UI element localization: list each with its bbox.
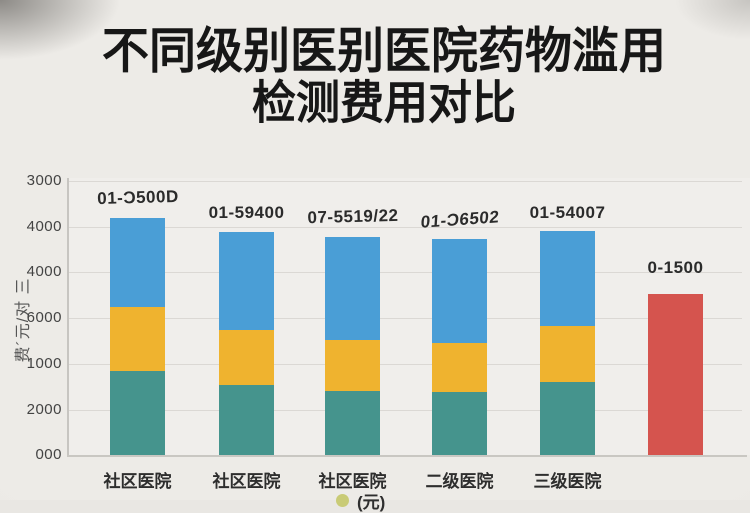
bar-value-label: 0-1500 xyxy=(647,258,704,277)
legend-marker-icon xyxy=(336,494,349,507)
gridline xyxy=(68,410,742,411)
x-tick-label: 三级医院 xyxy=(533,472,602,491)
x-tick-label: 二级医院 xyxy=(425,472,494,491)
gridline xyxy=(68,364,742,365)
bar-segment-blue xyxy=(325,237,380,340)
legend-label: (元) xyxy=(357,493,386,512)
y-tick-label: 1000 xyxy=(26,355,62,372)
bar-segment-yellow xyxy=(540,325,595,382)
x-axis-line xyxy=(67,455,747,457)
bar-segment-blue xyxy=(219,231,274,331)
bar-segment-blue xyxy=(432,238,487,344)
x-tick-label: 社区医院 xyxy=(212,472,281,491)
bar-value-label: 07-5519/22 xyxy=(306,205,399,228)
bar-segment-yellow xyxy=(110,307,165,371)
bar-segment-teal xyxy=(325,391,380,455)
chart-title-line1: 不同级别医别医院药物滥用 xyxy=(102,22,666,79)
bar-segment-yellow xyxy=(219,330,274,386)
bar-segment-teal xyxy=(110,370,165,455)
y-tick-label: 4000 xyxy=(26,263,62,280)
bar-segment-yellow xyxy=(325,339,380,392)
bar-segment-teal xyxy=(219,385,274,455)
bar-value-label: 01-54007 xyxy=(529,203,606,222)
bar-value-label: 01-Ɔ500D xyxy=(96,186,179,209)
y-tick-label: 6000 xyxy=(26,309,62,326)
y-tick-label: 4000 xyxy=(26,218,62,235)
bar-value-label: 01-59400 xyxy=(208,203,285,222)
legend: (元) xyxy=(336,488,385,513)
bar-segment-blue xyxy=(540,231,595,326)
y-tick-label: 000 xyxy=(35,446,62,463)
y-tick-label: 3000 xyxy=(26,172,62,189)
y-tick-label: 2000 xyxy=(26,401,62,418)
bar-segment-teal xyxy=(540,381,595,455)
gridline xyxy=(68,318,742,319)
bar-segment-red xyxy=(648,294,703,455)
bar-segment-blue xyxy=(110,217,165,308)
bar-segment-yellow xyxy=(432,343,487,392)
y-axis-line xyxy=(67,178,69,456)
x-tick-label: 社区医院 xyxy=(103,472,172,491)
bar-segment-teal xyxy=(432,391,487,455)
chart-title-line2: 检测费用对比 xyxy=(252,78,516,130)
gridline xyxy=(68,181,742,182)
chart-title: 不同级别医别医院药物滥用 检测费用对比 xyxy=(0,22,750,130)
